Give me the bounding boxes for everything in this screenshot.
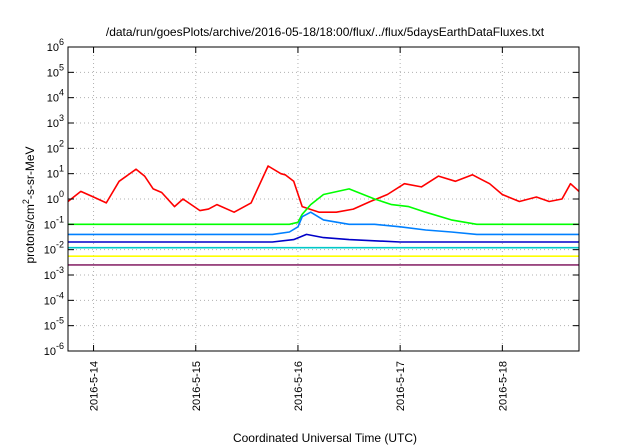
y-tick-base: 10 <box>44 346 56 358</box>
y-tick-base: 10 <box>47 67 59 79</box>
y-tick-exponent: 6 <box>59 37 64 47</box>
y-tick-exponent: -3 <box>56 265 64 275</box>
x-axis-label: Coordinated Universal Time (UTC) <box>233 431 417 445</box>
series-line-4 <box>68 233 579 243</box>
x-tick-label: 2016-5-17 <box>395 361 407 411</box>
y-tick-label: 10-3 <box>44 265 64 282</box>
y-tick-base: 10 <box>47 169 59 181</box>
y-tick-exponent: -6 <box>56 341 64 351</box>
y-tick-exponent: -1 <box>56 214 64 224</box>
y-tick-base: 10 <box>47 118 59 130</box>
series-line-3 <box>68 211 579 236</box>
y-tick-exponent: 0 <box>59 189 64 199</box>
series-line-1 <box>67 165 580 213</box>
chart-title: /data/run/goesPlots/archive/2016-05-18/1… <box>106 25 545 39</box>
y-tick-label: 101 <box>47 164 64 181</box>
y-tick-label: 10-2 <box>44 240 64 257</box>
y-tick-exponent: -5 <box>56 316 64 326</box>
y-tick-exponent: -2 <box>56 240 64 250</box>
y-tick-base: 10 <box>47 194 59 206</box>
y-tick-exponent: 1 <box>59 164 64 174</box>
x-tick-label: 2016-5-18 <box>497 361 509 411</box>
y-tick-label: 10-1 <box>44 214 64 231</box>
y-tick-label: 10-5 <box>44 316 64 333</box>
x-axis: 2016-5-14 2016-5-15 2016-5-16 2016-5-17 2016… <box>89 47 509 411</box>
y-tick-base: 10 <box>47 93 59 105</box>
y-tick-label: 105 <box>47 62 64 79</box>
y-tick-base: 10 <box>44 245 56 257</box>
y-tick-label: 10-4 <box>44 290 64 307</box>
y-tick-base: 10 <box>47 42 59 54</box>
y-axis-label: protons/cm2-s-sr-MeV <box>21 146 37 263</box>
y-axis-label-rest: -s-sr-MeV <box>23 146 37 199</box>
y-tick-base: 10 <box>44 295 56 307</box>
y-tick-exponent: -4 <box>56 290 64 300</box>
y-tick-label: 104 <box>47 88 64 105</box>
grid <box>68 47 579 351</box>
series-layer <box>67 165 580 266</box>
series-line-2 <box>68 188 579 226</box>
y-axis-label-sup: 2 <box>21 199 31 204</box>
y-axis: 10-610-510-410-310-210-11001011021031041… <box>44 37 579 358</box>
y-tick-base: 10 <box>44 321 56 333</box>
y-tick-exponent: 5 <box>59 62 64 72</box>
y-tick-exponent: 4 <box>59 88 64 98</box>
y-tick-base: 10 <box>44 219 56 231</box>
y-tick-label: 103 <box>47 113 64 130</box>
y-tick-label: 102 <box>47 138 64 155</box>
y-tick-label: 10-6 <box>44 341 64 358</box>
y-tick-label: 100 <box>47 189 64 206</box>
y-axis-label-main: protons/cm <box>23 204 37 263</box>
y-tick-exponent: 2 <box>59 138 64 148</box>
x-tick-label: 2016-5-14 <box>89 361 101 411</box>
y-tick-base: 10 <box>44 270 56 282</box>
y-tick-label: 106 <box>47 37 64 54</box>
x-tick-label: 2016-5-16 <box>293 361 305 411</box>
y-tick-base: 10 <box>47 143 59 155</box>
y-tick-exponent: 3 <box>59 113 64 123</box>
x-tick-label: 2016-5-15 <box>191 361 203 411</box>
